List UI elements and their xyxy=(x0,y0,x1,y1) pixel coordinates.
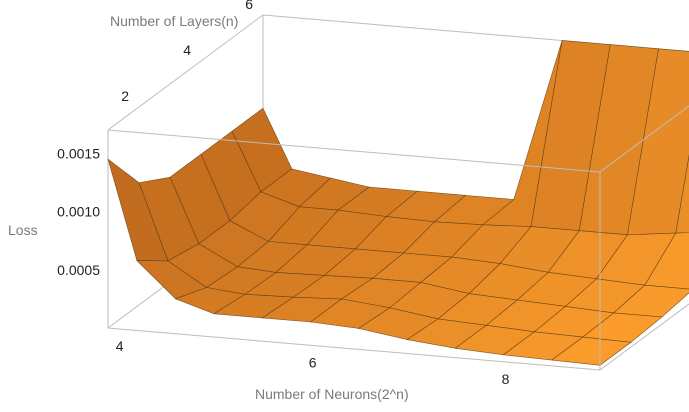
surface-cell xyxy=(675,154,689,234)
z-tick-label: 0.0010 xyxy=(57,204,100,220)
box-edge xyxy=(107,129,601,173)
z-axis-title: Loss xyxy=(8,222,38,238)
box-edge xyxy=(599,105,689,173)
surface-cell xyxy=(551,336,632,366)
x-tick-label: 6 xyxy=(309,354,317,370)
x-tick-label: 4 xyxy=(116,338,124,354)
box-edge xyxy=(107,14,264,131)
z-tick-label: 0.0005 xyxy=(57,262,100,278)
box-edge xyxy=(599,303,689,371)
loss-surface xyxy=(107,40,689,366)
plot-box-front xyxy=(107,105,689,371)
y-tick-label: 2 xyxy=(121,88,129,104)
x-tick-label: 8 xyxy=(502,371,510,387)
box-edge xyxy=(107,327,601,371)
y-tick-label: 6 xyxy=(245,0,253,12)
x-axis-title: Number of Neurons(2^n) xyxy=(255,386,409,402)
z-tick-label: 0.0015 xyxy=(57,145,100,161)
y-axis-title: Number of Layers(n) xyxy=(110,13,238,29)
tick-labels: 4 6 8 2 4 6 0.0005 0.0010 0.0015 xyxy=(57,0,509,387)
y-tick-label: 4 xyxy=(183,42,191,58)
